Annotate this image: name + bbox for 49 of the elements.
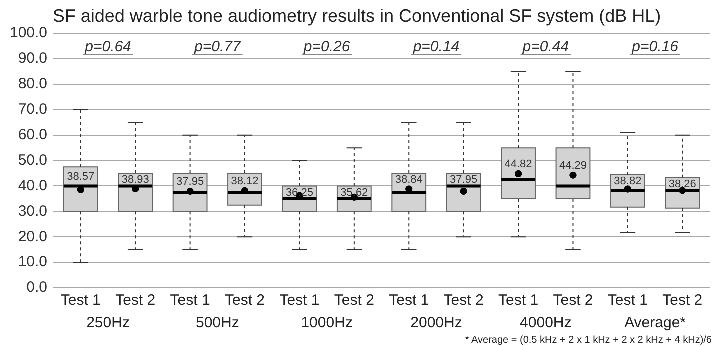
y-tick-label: 10.0 — [18, 254, 48, 271]
x-tick-label: Test 2 — [553, 292, 594, 310]
y-tick-label: 100.0 — [10, 24, 48, 42]
x-tick-label: Test 1 — [498, 292, 539, 310]
x-tick-label: Test 1 — [170, 292, 210, 310]
text: 38.82 — [614, 176, 642, 188]
x-tick-label: Test 2 — [334, 292, 374, 310]
x-tick-label: Test 2 — [116, 292, 156, 310]
text: 4000Hz — [520, 314, 572, 332]
y-tick-label: 70.0 — [18, 101, 48, 118]
annotation: p=0.64 — [84, 38, 132, 56]
y-tick-label: 90.0 — [18, 50, 48, 68]
text: 35.62 — [340, 186, 368, 199]
y-tick-label: 0.0 — [26, 279, 48, 296]
text: 500Hz — [196, 314, 240, 332]
x-tick-label: Test 2 — [444, 292, 484, 310]
x-tick-label: Test 1 — [389, 292, 430, 310]
y-tick-label: 40.0 — [18, 177, 48, 194]
text: 44.29 — [559, 160, 587, 172]
annotation: p=0.44 — [522, 38, 570, 56]
chart-title: SF aided warble tone audiometry results in Conventional SF system (dB HL) — [52, 6, 662, 26]
text: 38.26 — [668, 178, 696, 190]
text: 36.25 — [286, 186, 314, 199]
annotation: p=0.77 — [194, 38, 242, 56]
text: 38.12 — [231, 176, 259, 188]
text: Average* — [624, 314, 686, 332]
annotation: p=0.14 — [412, 38, 460, 56]
y-tick-label: 50.0 — [18, 152, 48, 169]
y-tick-label: 80.0 — [18, 76, 48, 93]
x-tick-label: Test 1 — [280, 292, 320, 310]
text: 38.84 — [395, 174, 423, 186]
text: 1000Hz — [301, 314, 353, 332]
y-tick-label: 20.0 — [18, 228, 48, 246]
text: 44.82 — [504, 158, 532, 171]
annotation: p=0.26 — [302, 38, 351, 56]
x-tick-label: Test 1 — [608, 292, 648, 310]
x-tick-label: Test 1 — [60, 292, 101, 310]
text: 37.95 — [450, 174, 478, 186]
text: 37.95 — [176, 176, 204, 188]
annotation: p=0.16 — [631, 38, 680, 56]
text: 38.93 — [122, 174, 150, 186]
y-tick-label: 30.0 — [18, 202, 48, 220]
text: 250Hz — [86, 314, 130, 332]
text: * Average = (0.5 kHz + 2 x 1 kHz + 2 x 2 kHz + 4 kHz)/6 — [465, 334, 712, 346]
y-tick-label: 60.0 — [18, 126, 48, 144]
x-tick-label: Test 2 — [662, 292, 703, 310]
text: 2000Hz — [410, 314, 462, 332]
text: 38.57 — [67, 170, 95, 183]
x-tick-label: Test 2 — [224, 292, 266, 310]
